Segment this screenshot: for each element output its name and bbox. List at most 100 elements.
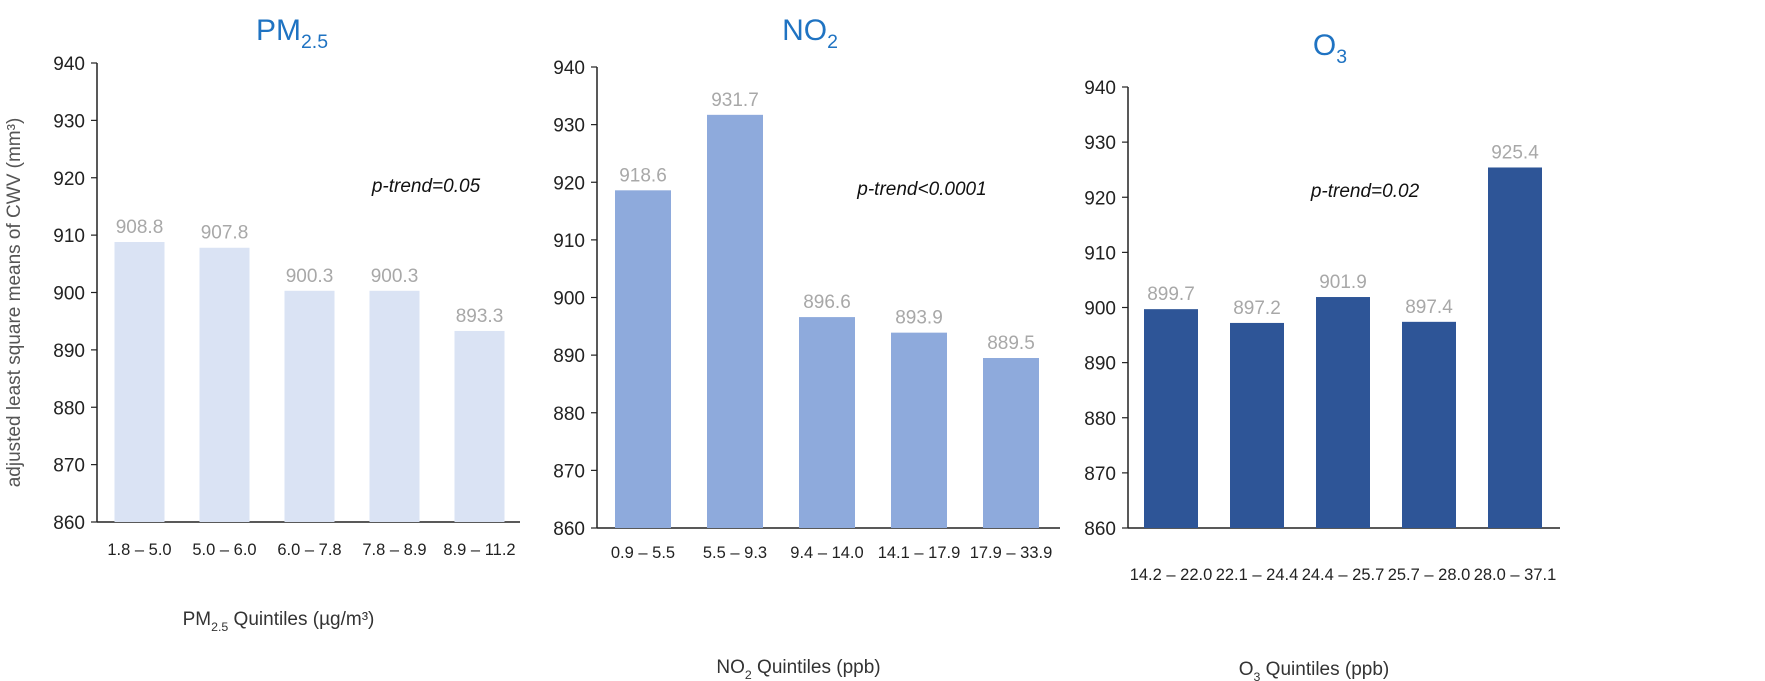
x-tick-label: 5.0 – 6.0: [192, 541, 256, 559]
bar-value-label: 918.6: [619, 165, 667, 186]
x-tick-label: 6.0 – 7.8: [277, 541, 341, 559]
subscript: 2.5: [301, 31, 328, 53]
bar-value-label: 899.7: [1147, 284, 1195, 305]
p-trend-annotation: p-trend<0.0001: [856, 179, 986, 200]
x-tick-label: 8.9 – 11.2: [443, 541, 515, 559]
x-tick-label: 9.4 – 14.0: [790, 544, 863, 562]
y-tick-label: 920: [553, 173, 585, 194]
y-tick-label: 870: [1084, 464, 1116, 485]
x-tick-label: 24.4 – 25.7: [1302, 566, 1385, 584]
x-tick-label: 28.0 – 37.1: [1474, 566, 1557, 584]
subscript: 2: [827, 31, 838, 53]
x-tick-label: 14.2 – 22.0: [1130, 566, 1213, 584]
y-tick-label: 870: [553, 461, 585, 482]
y-axis-label: adjusted least square means of CWV (mm³): [4, 118, 25, 488]
y-tick-label: 900: [1084, 299, 1116, 320]
bar: [983, 358, 1039, 528]
x-tick-label: 5.5 – 9.3: [703, 544, 767, 562]
y-tick-label: 910: [553, 231, 585, 252]
bar-value-label: 893.3: [456, 306, 504, 327]
y-tick-label: 910: [53, 226, 85, 247]
bar: [369, 290, 420, 522]
y-tick-label: 930: [53, 111, 85, 132]
bar: [615, 190, 671, 528]
chart-title-main: NO: [782, 14, 827, 47]
y-tick-label: 940: [553, 58, 585, 79]
y-tick-label: 920: [1084, 188, 1116, 209]
x-tick-label: 17.9 – 33.9: [970, 544, 1053, 562]
y-tick-label: 900: [53, 284, 85, 305]
x-tick-label: 1.8 – 5.0: [107, 541, 171, 559]
x-tick-label: 22.1 – 24.4: [1216, 566, 1299, 584]
p-trend-annotation: p-trend=0.05: [371, 176, 481, 197]
bar: [1488, 167, 1542, 529]
y-tick-label: 930: [553, 116, 585, 137]
chart-title-main: PM: [256, 14, 301, 47]
x-tick-label: 25.7 – 28.0: [1388, 566, 1471, 584]
chart-title: O3: [1313, 29, 1347, 68]
y-tick-label: 920: [53, 169, 85, 190]
bar-value-label: 908.8: [116, 217, 164, 238]
bar-value-label: 897.4: [1405, 297, 1453, 318]
x-axis-label-main: O: [1239, 659, 1254, 680]
y-tick-label: 880: [553, 404, 585, 425]
y-tick-label: 890: [1084, 354, 1116, 375]
bar: [891, 332, 947, 528]
chart-title-main: O: [1313, 29, 1336, 62]
y-tick-label: 860: [553, 519, 585, 540]
y-tick-label: 890: [553, 346, 585, 367]
x-axis-label-rest: Quintiles (ppb): [1260, 659, 1389, 680]
bar-value-label: 897.2: [1233, 298, 1281, 319]
bar-value-label: 896.6: [803, 292, 851, 313]
y-tick-label: 890: [53, 341, 85, 362]
y-tick-label: 910: [1084, 243, 1116, 264]
x-axis-label-rest: Quintiles (ppb): [752, 657, 881, 678]
bar-value-label: 889.5: [987, 333, 1035, 354]
bar: [799, 317, 855, 528]
bar-value-label: 925.4: [1491, 142, 1539, 163]
bar-value-label: 893.9: [895, 308, 943, 329]
y-tick-label: 940: [1084, 78, 1116, 99]
x-tick-label: 7.8 – 8.9: [362, 541, 426, 559]
bar-value-label: 931.7: [711, 90, 759, 111]
bar: [284, 290, 335, 522]
x-axis-label: PM2.5 Quintiles (µg/m³): [183, 609, 375, 634]
bar: [199, 247, 250, 522]
x-tick-label: 14.1 – 17.9: [878, 544, 961, 562]
bar: [114, 242, 165, 522]
bar: [1402, 321, 1456, 528]
bar: [1230, 322, 1284, 528]
chart-title: NO2: [782, 14, 838, 53]
y-tick-label: 870: [53, 456, 85, 477]
subscript: 3: [1336, 46, 1347, 68]
x-axis-label: O3 Quintiles (ppb): [1239, 659, 1390, 681]
y-tick-label: 860: [1084, 519, 1116, 540]
y-tick-label: 940: [53, 54, 85, 75]
y-tick-label: 900: [553, 289, 585, 310]
bar-value-label: 900.3: [286, 266, 334, 287]
bar-value-label: 907.8: [201, 223, 249, 244]
subscript: 3: [1254, 670, 1261, 681]
x-axis-label-rest: Quintiles (µg/m³): [228, 609, 374, 630]
chart-title: PM2.5: [256, 14, 328, 53]
y-tick-label: 880: [1084, 409, 1116, 430]
p-trend-annotation: p-trend=0.02: [1310, 181, 1420, 202]
x-axis-label: NO2 Quintiles (ppb): [716, 657, 880, 681]
y-tick-label: 860: [53, 513, 85, 534]
bar: [1316, 297, 1370, 528]
bar: [454, 330, 505, 522]
y-tick-label: 880: [53, 398, 85, 419]
bar-value-label: 900.3: [371, 266, 419, 287]
subscript: 2.5: [211, 620, 228, 634]
subscript: 2: [745, 668, 752, 681]
x-axis-label-main: PM: [183, 609, 212, 630]
x-tick-label: 0.9 – 5.5: [611, 544, 675, 562]
x-axis-label-main: NO: [716, 657, 745, 678]
bar-value-label: 901.9: [1319, 272, 1367, 293]
chart-panel-1: PM2.5860870880890900910920930940908.81.8…: [4, 14, 520, 634]
y-tick-label: 930: [1084, 133, 1116, 154]
bar: [1144, 309, 1198, 528]
bar: [707, 114, 763, 529]
